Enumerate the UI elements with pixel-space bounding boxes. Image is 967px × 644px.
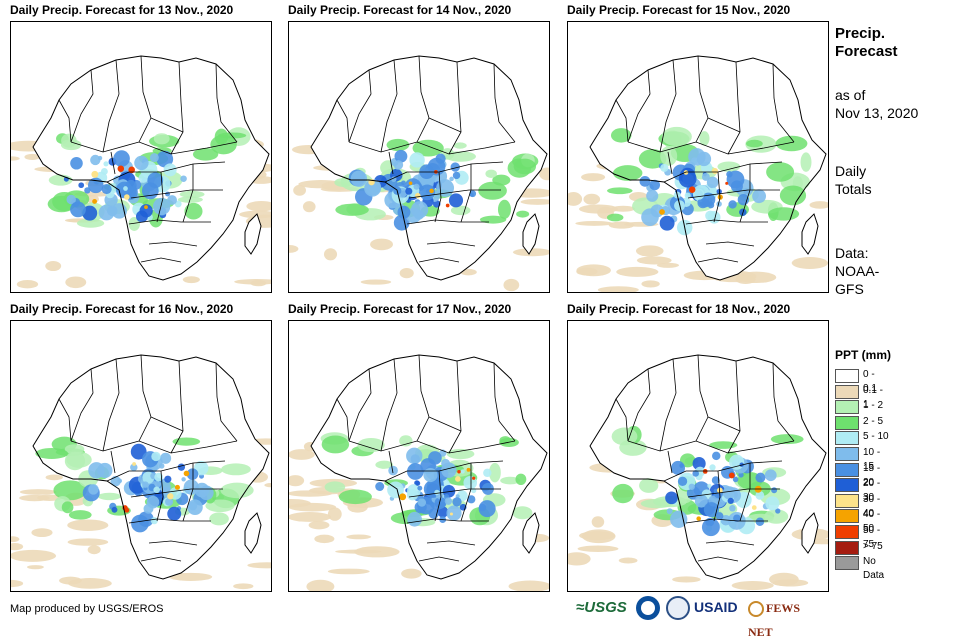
legend-swatch <box>835 384 859 399</box>
totals-line2: Totals <box>835 181 872 197</box>
panel-title: Daily Precip. Forecast for 17 Nov., 2020 <box>288 302 512 316</box>
legend-label: 50 - 75 <box>863 524 881 550</box>
legend-swatch <box>835 446 859 461</box>
legend-item: 5 - 10 <box>835 430 891 446</box>
legend-label: 40 - 50 <box>863 509 881 535</box>
legend-swatch <box>835 400 859 415</box>
legend-label: 1 - 2 <box>863 400 884 412</box>
map-credit: Map produced by USGS/EROS <box>10 603 164 615</box>
panel-title: Daily Precip. Forecast for 16 Nov., 2020 <box>10 302 234 316</box>
panel-title: Daily Precip. Forecast for 14 Nov., 2020 <box>288 3 512 17</box>
precip-map <box>567 320 829 592</box>
legend-label: 15 - 20 <box>863 462 881 488</box>
side-title-line2: Forecast <box>835 43 898 60</box>
legend-item: 0.1 - 1 <box>835 384 891 410</box>
map-canvas <box>11 354 271 590</box>
legend-swatch <box>835 462 859 477</box>
legend-item: 1 - 2 <box>835 399 891 415</box>
legend-title: PPT (mm) <box>835 348 892 362</box>
legend-label: 0.1 - 1 <box>863 384 884 410</box>
panel-title: Daily Precip. Forecast for 15 Nov., 2020 <box>567 3 791 17</box>
precip-map <box>10 320 272 592</box>
usgs-logo: ≈USGS <box>576 599 627 616</box>
map-canvas <box>289 354 549 591</box>
legend-item: 10 - 15 <box>835 446 891 472</box>
legend-label: > 75 <box>863 540 883 552</box>
as-of-value: Nov 13, 2020 <box>835 105 919 121</box>
legend-label: 30 - 40 <box>863 493 881 519</box>
legend-label: No Data <box>863 556 885 582</box>
legend-label: 20 - 30 <box>863 478 881 504</box>
legend-swatch <box>835 369 859 383</box>
map-canvas <box>568 354 828 591</box>
legend-item: > 75 <box>835 540 891 556</box>
legend-label: 10 - 15 <box>863 446 881 472</box>
precip-map <box>567 21 829 293</box>
legend-swatch <box>835 478 859 493</box>
map-canvas <box>568 55 828 292</box>
noaa-logo-icon <box>636 596 660 620</box>
legend-swatch <box>835 431 859 446</box>
side-title-line1: Precip. <box>835 25 886 42</box>
legend-swatch <box>835 415 859 430</box>
precip-map <box>288 320 550 592</box>
legend-swatch <box>835 556 859 571</box>
legend-item: 15 - 20 <box>835 462 891 488</box>
fews-net-logo: FEWS NET <box>748 596 824 639</box>
precip-map <box>10 21 272 293</box>
totals-line1: Daily <box>835 163 867 179</box>
panel-title: Daily Precip. Forecast for 13 Nov., 2020 <box>10 3 234 17</box>
seal-logo-icon <box>666 596 690 620</box>
legend-item: 40 - 50 <box>835 508 891 534</box>
usaid-logo: USAID <box>694 599 738 615</box>
legend-item: 50 - 75 <box>835 524 891 550</box>
legend-swatch <box>835 509 859 524</box>
fews-globe-icon <box>748 601 764 618</box>
legend-swatch <box>835 493 859 508</box>
legend-label: 5 - 10 <box>863 431 889 443</box>
legend-item: 30 - 40 <box>835 493 891 519</box>
data-source: Data: NOAA- GFS <box>835 244 879 298</box>
data-source-line1: Data: <box>835 245 869 261</box>
legend-item: 2 - 5 <box>835 415 891 431</box>
side-title: Precip. Forecast <box>835 25 898 61</box>
legend-label: 0 - 0.1 <box>863 369 877 394</box>
legend-swatch <box>835 540 859 555</box>
legend-item: 20 - 30 <box>835 477 891 503</box>
legend-label: 2 - 5 <box>863 415 884 427</box>
map-canvas <box>289 55 549 292</box>
as-of-label: as of <box>835 87 866 103</box>
legend-item: No Data <box>835 555 891 581</box>
legend-item: 0 - 0.1 <box>835 368 891 394</box>
legend-swatch <box>835 524 859 539</box>
precip-map <box>288 21 550 293</box>
map-canvas <box>11 55 271 289</box>
data-source-line2: NOAA- <box>835 263 880 279</box>
totals-note: Daily Totals <box>835 162 872 198</box>
as-of-date: as of Nov 13, 2020 <box>835 86 918 122</box>
data-source-line3: GFS <box>835 281 864 297</box>
panel-title: Daily Precip. Forecast for 18 Nov., 2020 <box>567 302 791 316</box>
